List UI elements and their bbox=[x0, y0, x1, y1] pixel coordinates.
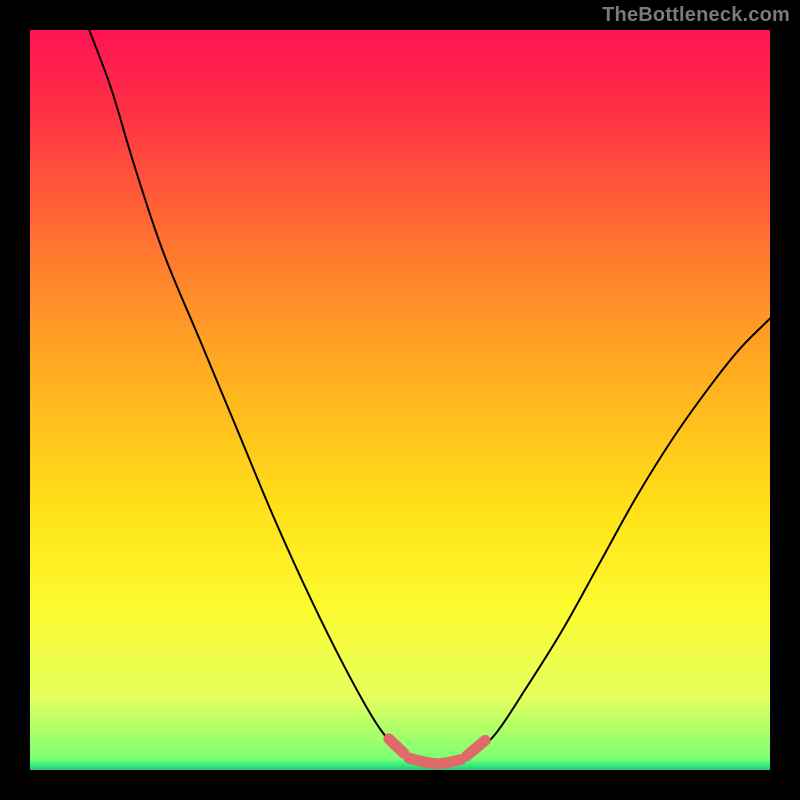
chart-container: TheBottleneck.com bbox=[0, 0, 800, 800]
sweet-spot-segment-1 bbox=[409, 758, 461, 764]
bottleneck-chart bbox=[0, 0, 800, 800]
gradient-background bbox=[30, 30, 770, 770]
watermark-text: TheBottleneck.com bbox=[602, 4, 790, 27]
